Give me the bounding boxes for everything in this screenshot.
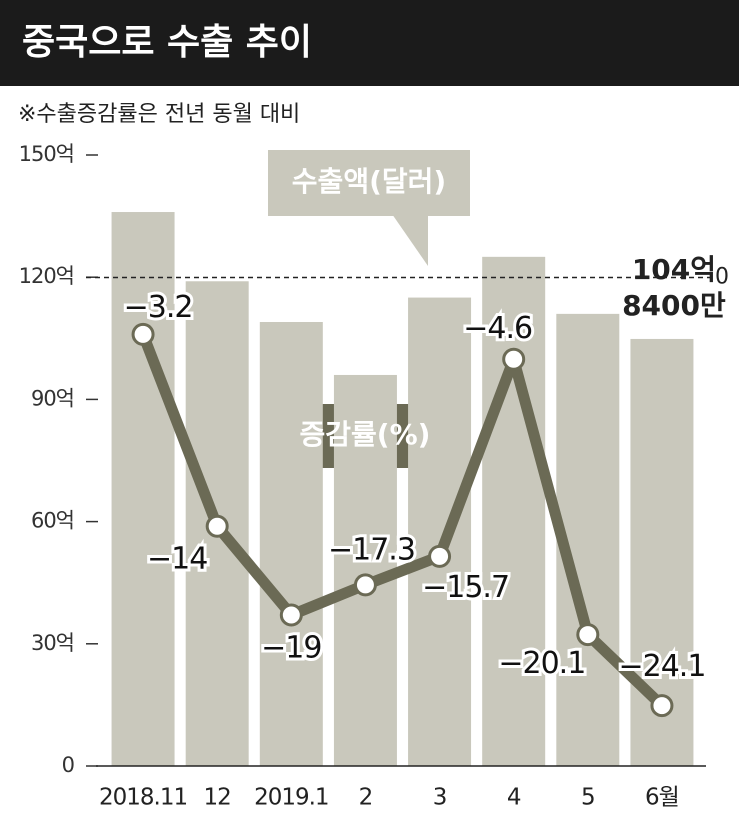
x-tick-label: 2 (359, 785, 373, 811)
chart-subtitle: ※수출증감률은 전년 동월 대비 (18, 102, 300, 127)
line-value-label: −15.7 (422, 570, 509, 605)
line-value-label: −3.2 (124, 290, 193, 325)
y-tick-label: 90억 (31, 386, 74, 410)
line (137, 332, 666, 710)
y-tick-label: 150억 (19, 142, 74, 166)
chart-title: 중국으로 수출 추이 (22, 22, 312, 63)
line-marker (650, 694, 674, 718)
y-tick-label: 120억 (19, 264, 74, 288)
line-marker (279, 603, 303, 627)
x-tick-label: 5 (581, 785, 595, 811)
bar (482, 256, 546, 766)
line-value-label: −19 (261, 631, 321, 666)
y-tick-label: 30억 (31, 631, 74, 655)
bar-value-label: 104억 (632, 253, 716, 286)
callout-pointer (392, 214, 428, 266)
line-value-label: −14 (147, 542, 207, 577)
bar (333, 374, 397, 766)
legend-label: 증감률(%) (300, 418, 431, 451)
y2-tick-label: 0 (715, 265, 729, 290)
x-tick-label: 3 (433, 785, 447, 811)
line-value-label: −17.3 (328, 532, 415, 567)
line-value-label: −4.6 (463, 311, 532, 346)
x-tick-label: 2018.11 (99, 785, 187, 811)
callout (268, 150, 470, 266)
bar (408, 297, 472, 766)
x-tick-label: 4 (507, 785, 521, 811)
legend-label: 수출액(달러) (292, 165, 446, 198)
bar-value-label: 8400만 (622, 289, 726, 322)
line-marker (353, 573, 377, 597)
line-value-label: −20.1 (498, 646, 585, 681)
line-marker (131, 322, 155, 346)
x-tick-label: 2019.1 (254, 785, 328, 811)
line-marker (428, 544, 452, 568)
line-marker (502, 347, 526, 371)
bar (111, 212, 175, 766)
line-marker (576, 623, 600, 647)
callout-box (268, 150, 470, 216)
x-tick-label: 12 (204, 785, 231, 811)
line-value-label: −24.1 (618, 649, 705, 684)
title-band (0, 0, 739, 86)
line-marker (205, 514, 229, 538)
y-tick-label: 60억 (31, 509, 74, 533)
y-tick-label: 0 (62, 753, 74, 777)
bar (259, 322, 323, 766)
x-tick-label: 6월 (645, 785, 679, 811)
